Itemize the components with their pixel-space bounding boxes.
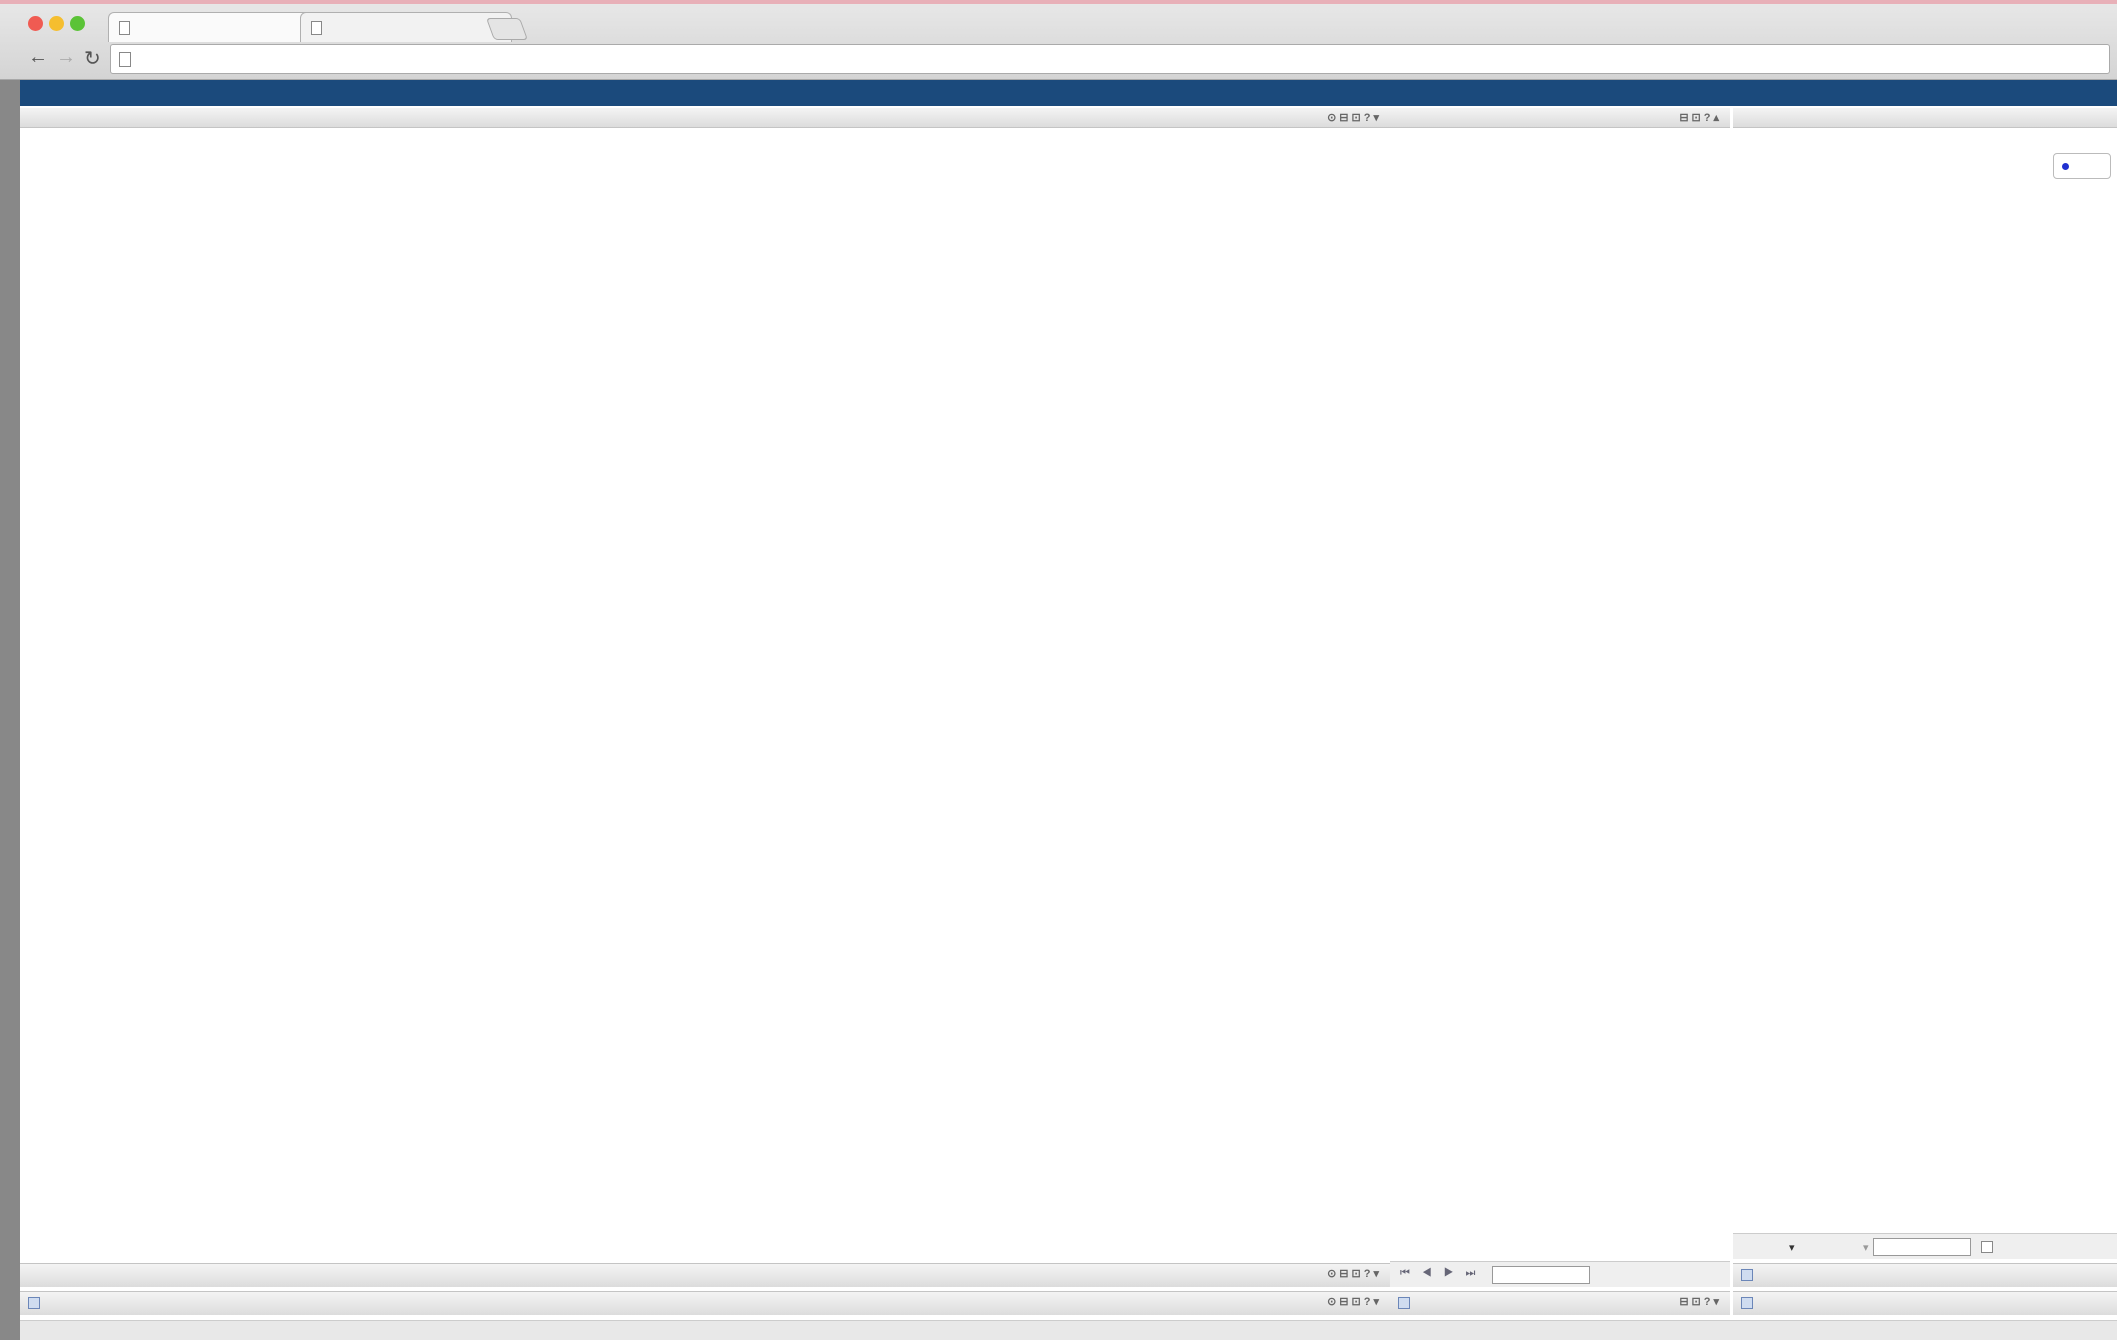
address-bar[interactable] (110, 44, 2110, 74)
page-icon (119, 52, 131, 67)
page-icon (119, 21, 130, 35)
reader-search-select[interactable] (1492, 1266, 1590, 1284)
page-icon (311, 21, 322, 35)
grid-icon (1741, 1297, 1753, 1309)
cirrus-word-cloud (22, 128, 1387, 1261)
menu-bar-edge (0, 0, 2117, 4)
words-docs-header[interactable] (1733, 1291, 2117, 1315)
back-arrow-icon[interactable]: ← (28, 46, 48, 68)
words-corpus-header[interactable]: ⊙⊟⊡?▾ (20, 1291, 1390, 1315)
grid-icon (1741, 1269, 1753, 1281)
panel-tool-icons[interactable]: ⊟⊡?▴ (1679, 112, 1722, 124)
cirrus-header: ⊙⊟⊡?▾ (20, 108, 1390, 128)
corpus-reader-text (1430, 128, 1730, 1261)
legend-marker (2062, 163, 2069, 170)
new-tab-button[interactable] (485, 18, 529, 40)
minimize-window-button[interactable] (49, 16, 64, 31)
reload-icon[interactable]: ↻ (84, 48, 101, 70)
window-controls (28, 16, 91, 36)
browser-tab-1[interactable]: ✕ (108, 12, 320, 42)
document-density-bar[interactable] (1390, 128, 1428, 1261)
corpus-header[interactable]: ⊟⊡?▾ (1390, 1291, 1730, 1315)
panel-tool-icons[interactable]: ⊟⊡?▾ (1679, 1296, 1722, 1308)
forward-arrow-icon[interactable]: → (56, 46, 76, 68)
segments-dropdown-icon: ▾ (1863, 1242, 1869, 1254)
pager-icons[interactable]: ⏮◀▶⏭ (1400, 1267, 1488, 1279)
footer (20, 1320, 2117, 1340)
summary-header[interactable]: ⊙⊟⊡?▾ (20, 1263, 1390, 1287)
word-trends-chart (1735, 128, 2117, 1233)
close-window-button[interactable] (28, 16, 43, 31)
app-banner (20, 80, 2117, 106)
chart-legend[interactable] (2053, 153, 2111, 179)
kwic-header[interactable] (1733, 1263, 2117, 1287)
panel-tool-icons[interactable]: ⊙⊟⊡?▾ (1327, 112, 1382, 124)
trend-line-svg (1735, 128, 2117, 1233)
collapse-checkbox[interactable] (1981, 1241, 1993, 1253)
trends-toolbar: ▾ ▾ (1733, 1233, 2117, 1259)
background-window-strip (0, 80, 20, 1340)
word-cloud-svg (22, 128, 1387, 1261)
panel-tool-icons[interactable]: ⊙⊟⊡?▾ (1327, 1296, 1382, 1308)
reader-toolbar: ⏮◀▶⏭ (1390, 1261, 1730, 1287)
zoom-window-button[interactable] (70, 16, 85, 31)
browser-tab-2[interactable]: ✕ (300, 12, 512, 42)
mode-dropdown-icon: ▾ (1789, 1242, 1795, 1254)
grid-icon (28, 1297, 40, 1309)
panel-tool-icons[interactable]: ⊙⊟⊡?▾ (1327, 1268, 1382, 1280)
grid-icon (1398, 1297, 1410, 1309)
reader-header: ⊟⊡?▴ (1390, 108, 1730, 128)
term-select[interactable] (1873, 1238, 1971, 1256)
browser-chrome: ✕ ✕ ← → ↻ (0, 0, 2117, 80)
trends-header (1733, 108, 2117, 128)
